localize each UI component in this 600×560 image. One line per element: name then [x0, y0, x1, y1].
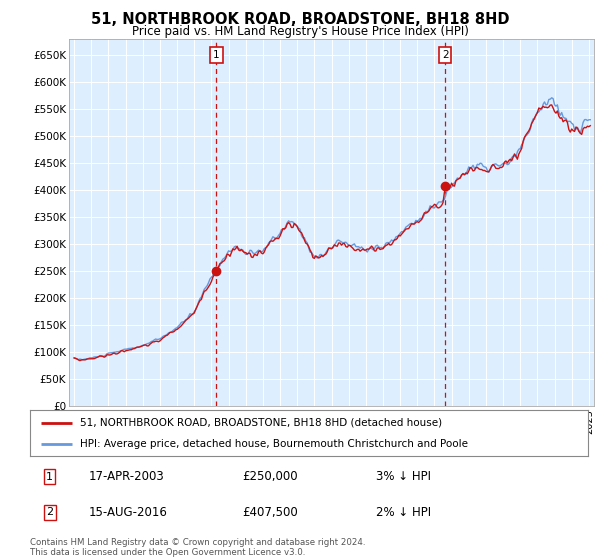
Text: £407,500: £407,500: [242, 506, 298, 519]
Text: 2% ↓ HPI: 2% ↓ HPI: [376, 506, 431, 519]
Text: 2: 2: [46, 507, 53, 517]
Text: £250,000: £250,000: [242, 470, 298, 483]
Text: 1: 1: [213, 50, 220, 60]
Text: 51, NORTHBROOK ROAD, BROADSTONE, BH18 8HD (detached house): 51, NORTHBROOK ROAD, BROADSTONE, BH18 8H…: [80, 418, 442, 428]
Text: 3% ↓ HPI: 3% ↓ HPI: [376, 470, 431, 483]
Text: 17-APR-2003: 17-APR-2003: [89, 470, 164, 483]
Text: 2: 2: [442, 50, 448, 60]
Text: Contains HM Land Registry data © Crown copyright and database right 2024.
This d: Contains HM Land Registry data © Crown c…: [30, 538, 365, 557]
Text: Price paid vs. HM Land Registry's House Price Index (HPI): Price paid vs. HM Land Registry's House …: [131, 25, 469, 38]
Text: 1: 1: [46, 472, 53, 482]
Text: HPI: Average price, detached house, Bournemouth Christchurch and Poole: HPI: Average price, detached house, Bour…: [80, 439, 468, 449]
Text: 51, NORTHBROOK ROAD, BROADSTONE, BH18 8HD: 51, NORTHBROOK ROAD, BROADSTONE, BH18 8H…: [91, 12, 509, 27]
Text: 15-AUG-2016: 15-AUG-2016: [89, 506, 167, 519]
